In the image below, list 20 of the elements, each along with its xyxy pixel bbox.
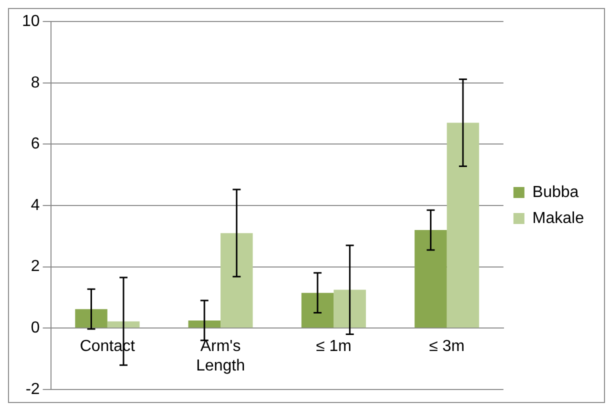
y-tick-label: -2: [26, 380, 40, 398]
legend-label: Makale: [532, 210, 584, 227]
y-tick-label: 10: [22, 13, 40, 30]
y-tick-label: 4: [30, 196, 40, 214]
bar: [446, 122, 480, 328]
bar: [107, 321, 140, 328]
legend-label: Bubba: [532, 184, 579, 201]
y-tick-label: 2: [30, 258, 40, 276]
x-tick-label: Arm's Length: [196, 338, 245, 374]
x-tick-label: ≤ 1m: [316, 338, 352, 356]
bar: [334, 290, 366, 328]
y-tick-label: 8: [30, 74, 40, 92]
bar: [188, 320, 221, 328]
bar: [414, 230, 447, 328]
bar: [220, 233, 253, 328]
y-tick-label: 6: [30, 136, 40, 153]
x-tick-label: ≤ 3m: [429, 338, 465, 356]
bar: [75, 309, 108, 328]
y-tick-label: 0: [30, 320, 40, 337]
bar: [301, 292, 334, 328]
